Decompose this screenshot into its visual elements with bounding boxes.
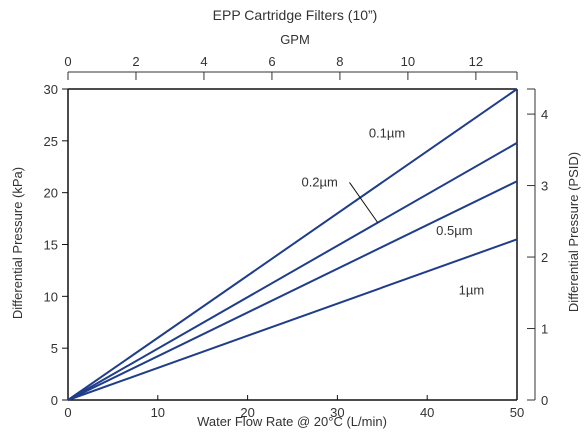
top-x-tick-label: 4 [200,54,207,69]
x-tick-label: 20 [240,405,254,420]
y-tick-label: 10 [44,289,58,304]
y-tick-label: 25 [44,134,58,149]
y-tick-label: 15 [44,238,58,253]
right-y-tick-label: 3 [541,179,548,194]
right-y-tick-label: 0 [541,393,548,408]
series-label: 0.5µm [436,223,472,238]
y-tick-label: 20 [44,186,58,201]
top-x-axis-label: GPM [280,32,310,47]
y-tick-label: 30 [44,82,58,97]
series-line [67,238,518,401]
chart-title: EPP Cartridge Filters (10”) [213,7,378,23]
series-line [67,142,518,401]
x-tick-label: 40 [420,405,434,420]
x-tick-label: 0 [64,405,71,420]
top-x-tick-label: 10 [401,54,415,69]
right-y-tick-label: 1 [541,322,548,337]
series-line [67,180,518,401]
series-label: 0.1µm [369,126,405,141]
series-line [67,88,518,401]
top-x-tick-label: 0 [64,54,71,69]
top-x-tick-label: 8 [336,54,343,69]
right-y-tick-label: 2 [541,250,548,265]
top-x-tick-label: 12 [469,54,483,69]
x-tick-label: 10 [151,405,165,420]
y-tick-label: 5 [51,341,58,356]
right-y-axis-label: Differential Pressure (PSID) [566,152,581,312]
x-tick-label: 50 [510,405,524,420]
top-x-tick-label: 6 [268,54,275,69]
x-tick-label: 30 [330,405,344,420]
top-x-tick-label: 2 [132,54,139,69]
y-axis-label: Differential Pressure (kPa) [10,167,25,319]
series-label: 0.2µm [301,174,337,189]
series-label: 1µm [459,282,485,297]
right-y-tick-label: 4 [541,107,548,122]
x-axis-label: Water Flow Rate @ 20°C (L/min) [197,414,387,429]
y-tick-label: 0 [51,393,58,408]
series-leader-line [349,182,379,224]
